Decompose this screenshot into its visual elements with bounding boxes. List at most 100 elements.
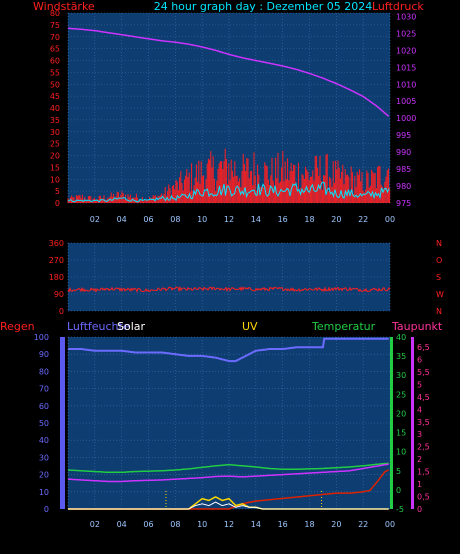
panel1-left-tick: 5 bbox=[55, 187, 60, 196]
panel3-right-tick: 20 bbox=[396, 409, 406, 418]
panel3-x-tick: 04 bbox=[117, 520, 127, 529]
panel3-x-tick: 14 bbox=[251, 520, 261, 529]
panel3-rain-tick: 0 bbox=[417, 505, 422, 514]
panel2-left-tick: 270 bbox=[49, 256, 64, 265]
panel3-plot-area bbox=[68, 337, 390, 509]
panel3-right-tick: 30 bbox=[396, 371, 406, 380]
panel1-left-tick: 65 bbox=[50, 45, 60, 54]
series-gust bbox=[67, 181, 390, 203]
panel3-x-tick: 06 bbox=[143, 520, 153, 529]
panel3-left-tick: 100 bbox=[34, 333, 49, 342]
panel1-left-tick: 20 bbox=[50, 152, 60, 161]
panel3-rain-tick: 4 bbox=[417, 405, 422, 414]
panel1-left-tick: 25 bbox=[50, 140, 60, 149]
series-dewpoint bbox=[67, 463, 389, 483]
panel1-x-tick: 02 bbox=[90, 215, 100, 224]
panel3-x-tick: 00 bbox=[385, 520, 395, 529]
panel1-x-tick: 08 bbox=[170, 215, 180, 224]
series-humidity bbox=[68, 337, 389, 363]
panel1-right-tick: 975 bbox=[396, 199, 411, 208]
panel3-rain-tick: 5 bbox=[417, 380, 422, 389]
panel2-left-tick: 360 bbox=[49, 239, 64, 248]
panel3-x-tick: 10 bbox=[197, 520, 207, 529]
panel1-right-tick: 1000 bbox=[396, 114, 416, 123]
panel3-right-tick: 15 bbox=[396, 429, 406, 438]
label-regen: Regen bbox=[0, 320, 35, 333]
panel1-left-tick: 70 bbox=[50, 33, 60, 42]
panel1-x-tick: 20 bbox=[331, 215, 341, 224]
panel1-left-tick: 60 bbox=[50, 57, 60, 66]
panel1-right-tick: 1010 bbox=[396, 80, 416, 89]
panel3-rain-tick: 0,5 bbox=[417, 493, 430, 502]
panel3-left-tick: 30 bbox=[39, 453, 49, 462]
panel3-left-tick: 80 bbox=[39, 367, 49, 376]
panel3-rain-tick: 5,5 bbox=[417, 368, 430, 377]
panel3-right-tick: 40 bbox=[396, 333, 406, 342]
panel3-x-tick: 12 bbox=[224, 520, 234, 529]
panel3-rain-tick: 2 bbox=[417, 455, 422, 464]
panel1-x-tick: 14 bbox=[251, 215, 261, 224]
panel1-x-tick: 22 bbox=[358, 215, 368, 224]
panel3-x-tick: 08 bbox=[170, 520, 180, 529]
panel1-left-tick: 40 bbox=[50, 104, 60, 113]
label-solar: Solar bbox=[117, 320, 146, 333]
panel3-right-tick: 35 bbox=[396, 352, 406, 361]
panel3-right-tick: 25 bbox=[396, 390, 406, 399]
label-luftfeuchte: Luftfeuchte bbox=[67, 320, 130, 333]
panel3-left-tick: 90 bbox=[39, 350, 49, 359]
panel1-left-tick: 75 bbox=[50, 21, 60, 30]
series-temperature bbox=[67, 462, 389, 474]
panel3-left-tick: 20 bbox=[39, 471, 49, 480]
panel3-rain-tick: 6 bbox=[417, 355, 422, 364]
label-taupunkt: Taupunkt bbox=[391, 320, 443, 333]
panel3-right-tick: 10 bbox=[396, 448, 406, 457]
panel3-rain-tick: 1,5 bbox=[417, 468, 430, 477]
series-wind-direction bbox=[67, 285, 391, 294]
panel2-right-tick: N bbox=[436, 307, 442, 316]
panel3-rain-tick: 2,5 bbox=[417, 443, 430, 452]
panel1-right-tick: 1030 bbox=[396, 12, 416, 21]
label-temperatur: Temperatur bbox=[311, 320, 376, 333]
series-solar bbox=[68, 501, 389, 510]
panel1-right-tick: 985 bbox=[396, 165, 411, 174]
panel1-x-tick: 00 bbox=[385, 215, 395, 224]
panel1-x-tick: 18 bbox=[304, 215, 314, 224]
panel3-right-tick: -5 bbox=[396, 505, 404, 514]
panel2-left-tick: 180 bbox=[49, 273, 64, 282]
panel1-x-tick: 16 bbox=[278, 215, 288, 224]
panel3-rain-tick: 6,5 bbox=[417, 343, 430, 352]
panel1-left-label: Windstärke bbox=[33, 0, 95, 13]
panel1-x-tick: 06 bbox=[143, 215, 153, 224]
panel3-left-tick: 70 bbox=[39, 385, 49, 394]
panel1-right-tick: 1025 bbox=[396, 29, 416, 38]
panel3-x-tick: 20 bbox=[331, 520, 341, 529]
panel2-right-tick: O bbox=[436, 256, 442, 265]
panel1-right-tick: 990 bbox=[396, 148, 411, 157]
dewpoint-axis-bar bbox=[411, 337, 414, 509]
panel1-right-tick: 995 bbox=[396, 131, 411, 140]
panel1-x-tick: 10 bbox=[197, 215, 207, 224]
temperature-axis-bar bbox=[390, 337, 393, 509]
panel2-right-tick: S bbox=[436, 273, 441, 282]
panel1-right-label: Luftdruck bbox=[372, 0, 424, 13]
panel1-left-tick: 80 bbox=[50, 9, 60, 18]
panel1-left-tick: 50 bbox=[50, 80, 60, 89]
panel3-right-tick: 5 bbox=[396, 467, 401, 476]
panel2-right-tick: N bbox=[436, 239, 442, 248]
panel1-left-tick: 35 bbox=[50, 116, 60, 125]
panel3-x-tick: 22 bbox=[358, 520, 368, 529]
panel1-right-tick: 1005 bbox=[396, 97, 416, 106]
label-uv: UV bbox=[242, 320, 258, 333]
panel3-left-tick: 10 bbox=[39, 488, 49, 497]
panel1-left-tick: 30 bbox=[50, 128, 60, 137]
panel1-x-tick: 12 bbox=[224, 215, 234, 224]
panel2-left-tick: 0 bbox=[59, 307, 64, 316]
panel1-left-tick: 55 bbox=[50, 68, 60, 77]
panel1-left-tick: 10 bbox=[50, 175, 60, 184]
panel1-left-tick: 0 bbox=[55, 199, 60, 208]
panel3-rain-tick: 1 bbox=[417, 480, 422, 489]
panel3-left-tick: 50 bbox=[39, 419, 49, 428]
chart-title: 24 hour graph day : Dezember 05 2024 bbox=[154, 0, 373, 13]
panel3-left-tick: 60 bbox=[39, 402, 49, 411]
